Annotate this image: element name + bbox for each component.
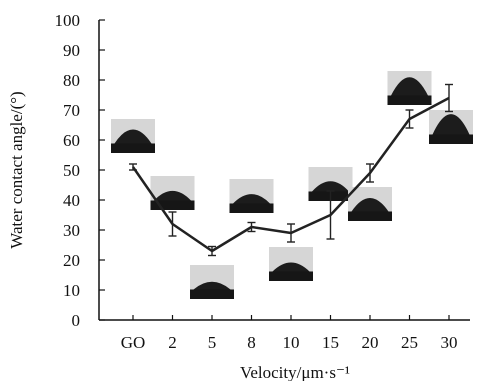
series-line bbox=[131, 96, 450, 253]
y-axis-title: Water contact angle/(°) bbox=[7, 91, 26, 248]
x-tick-label: 15 bbox=[322, 333, 339, 352]
y-tick-label: 0 bbox=[72, 311, 81, 330]
x-tick-label: 20 bbox=[362, 333, 379, 352]
y-tick-label: 30 bbox=[63, 221, 80, 240]
droplet-image bbox=[269, 247, 313, 281]
y-tick-label: 80 bbox=[63, 71, 80, 90]
droplet-image bbox=[429, 110, 473, 144]
y-tick-label: 70 bbox=[63, 101, 80, 120]
y-tick-label: 60 bbox=[63, 131, 80, 150]
droplet-image bbox=[190, 265, 234, 299]
y-tick-label: 40 bbox=[63, 191, 80, 210]
y-ticks: 0 10 20 30 40 50 60 70 80 90 100 bbox=[55, 11, 105, 330]
y-tick-label: 90 bbox=[63, 41, 80, 60]
x-tick-label: GO bbox=[121, 333, 146, 352]
error-bars bbox=[129, 83, 453, 257]
droplet-image bbox=[111, 119, 155, 153]
x-tick-label: 5 bbox=[208, 333, 217, 352]
x-tick-label: 30 bbox=[441, 333, 458, 352]
x-axis-title: Velocity/μm·s⁻¹ bbox=[240, 363, 350, 381]
droplet-image bbox=[387, 71, 432, 105]
x-tick-label: 25 bbox=[401, 333, 418, 352]
droplet-image bbox=[348, 187, 392, 221]
x-tick-label: 8 bbox=[247, 333, 256, 352]
y-tick-label: 50 bbox=[63, 161, 80, 180]
y-tick-label: 20 bbox=[63, 251, 80, 270]
droplet-images bbox=[111, 71, 473, 299]
x-tick-label: 2 bbox=[168, 333, 177, 352]
x-tick-label: 10 bbox=[283, 333, 300, 352]
y-tick-label: 100 bbox=[55, 11, 81, 30]
droplet-image bbox=[150, 176, 195, 210]
y-tick-label: 10 bbox=[63, 281, 80, 300]
droplet-image bbox=[229, 179, 274, 213]
x-ticks: GO 2 5 8 10 15 20 25 30 bbox=[121, 315, 458, 352]
